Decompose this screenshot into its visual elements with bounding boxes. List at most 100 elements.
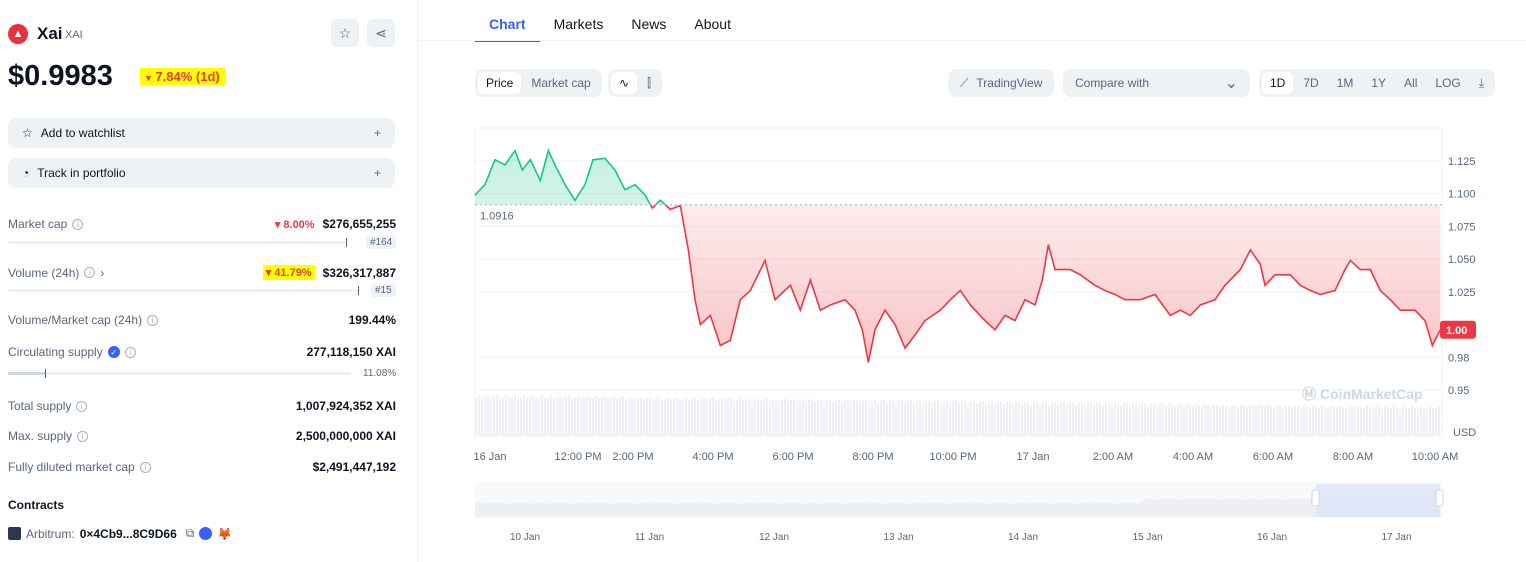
volume-bar: [1303, 405, 1305, 436]
tab-chart[interactable]: Chart: [475, 8, 540, 42]
volume-bar: [907, 400, 909, 436]
volume-bar: [499, 397, 501, 436]
volume-bar: [1231, 404, 1233, 436]
volume-bar: [580, 398, 582, 436]
volume-bar: [1192, 406, 1194, 436]
log-toggle[interactable]: LOG: [1435, 76, 1461, 90]
info-icon[interactable]: i: [84, 267, 96, 278]
volume-bar: [826, 400, 828, 436]
volume-bar: [1366, 405, 1368, 436]
volume-bar: [913, 402, 915, 436]
volume-bar: [1399, 408, 1401, 436]
volume-bar: [874, 399, 876, 436]
volume-bar: [952, 401, 954, 436]
volume-bar: [892, 400, 894, 436]
volume-bar: [520, 397, 522, 436]
volume-bar: [1396, 407, 1398, 436]
info-icon[interactable]: i: [124, 346, 136, 358]
contract-row: Arbitrum: 0×4Cb9...8C9D66 ⧉ 🦊: [8, 526, 232, 541]
volume-bar: [1288, 406, 1290, 436]
tab-about[interactable]: About: [694, 16, 731, 32]
info-icon[interactable]: i: [147, 314, 159, 326]
volume-bar: [1264, 407, 1266, 436]
volume-bar: [772, 399, 774, 436]
volume-bar: [712, 397, 714, 436]
price-toggle[interactable]: Price: [478, 72, 522, 94]
volume-bar: [1051, 402, 1053, 436]
share-button[interactable]: ⋖: [367, 19, 395, 47]
volume-bar: [1093, 405, 1095, 436]
volume-bar: [1177, 403, 1179, 436]
verified-icon: ✓: [107, 346, 120, 358]
line-chart-icon[interactable]: ∿: [611, 72, 638, 94]
volume-bar: [997, 401, 999, 436]
volume-bar: [1234, 405, 1236, 436]
volume-bar: [868, 402, 870, 436]
volume-bar: [1147, 405, 1149, 436]
range-1m[interactable]: 1M: [1336, 76, 1354, 90]
navigator-tick-label: 15 Jan: [1132, 532, 1162, 543]
volume-bar: [1102, 405, 1104, 436]
volume-bar: [1345, 408, 1347, 436]
volume-bar: [769, 400, 771, 436]
volume-bar: [1174, 406, 1176, 436]
range-1y[interactable]: 1Y: [1371, 76, 1387, 90]
volume-bar: [1219, 406, 1221, 436]
range-selector: 1D 7D 1M 1Y All LOG ⤓: [1259, 69, 1496, 97]
candlestick-icon[interactable]: ⫿: [647, 75, 651, 90]
volume-bar: [736, 399, 738, 436]
volume-bar: [679, 399, 681, 436]
volume-bar: [1267, 404, 1269, 436]
volume-bar: [1213, 404, 1215, 436]
volume-bar: [961, 401, 963, 436]
tab-news[interactable]: News: [631, 16, 667, 32]
chevron-right-icon[interactable]: ›: [100, 265, 105, 280]
volume-bar: [1360, 407, 1362, 436]
volume-bar: [895, 402, 897, 436]
add-to-watchlist-button[interactable]: ☆ Add to watchlist +: [8, 118, 395, 148]
info-icon[interactable]: i: [76, 400, 88, 412]
arbitrum-icon: [8, 527, 21, 540]
volume-bar: [1312, 405, 1314, 436]
navigator-tick-label: 14 Jan: [1008, 532, 1038, 543]
range-1d[interactable]: 1D: [1262, 72, 1294, 94]
volume-bar: [628, 398, 630, 436]
price-change: 7.84% (1d): [155, 69, 220, 84]
volume-bar: [1417, 408, 1419, 436]
volume-bar: [691, 398, 693, 436]
copy-icon[interactable]: ⧉: [185, 526, 195, 540]
info-icon[interactable]: i: [139, 461, 151, 473]
volume-bar: [751, 400, 753, 436]
x-tick-label: 17 Jan: [1016, 451, 1049, 463]
tradingview-button[interactable]: ⟋ TradingView: [948, 69, 1055, 97]
max-supply-row: Max. supply i 2,500,000,000 XAI: [8, 429, 396, 443]
track-portfolio-button[interactable]: ◔ Track in portfolio +: [8, 158, 395, 188]
volume-bar: [847, 399, 849, 436]
chart-line-icon: ⟋: [960, 75, 969, 90]
contract-address[interactable]: 0×4Cb9...8C9D66: [79, 526, 177, 541]
volume-bar: [655, 398, 657, 436]
volume-bar: [1432, 408, 1434, 436]
volume-bar: [676, 397, 678, 436]
info-icon[interactable]: i: [77, 430, 89, 442]
total-supply-label: Total supply: [8, 399, 72, 413]
metamask-icon[interactable]: 🦊: [217, 526, 233, 541]
market-cap-toggle[interactable]: Market cap: [531, 76, 591, 90]
star-button[interactable]: ☆: [331, 19, 359, 47]
info-icon[interactable]: i: [72, 218, 84, 230]
volume-bar: [1240, 404, 1242, 436]
tab-markets[interactable]: Markets: [553, 16, 604, 32]
volume-bar: [562, 398, 564, 436]
x-tick-label: 10:00 AM: [1412, 451, 1458, 463]
navigator-tick-label: 10 Jan: [510, 532, 540, 543]
volume-bar: [1063, 402, 1065, 436]
volume-bar: [721, 397, 723, 436]
download-icon[interactable]: ⤓: [1478, 75, 1485, 90]
range-7d[interactable]: 7D: [1303, 76, 1319, 90]
range-all[interactable]: All: [1404, 76, 1418, 90]
volume-bar: [919, 400, 921, 436]
navigator-handle-left: [1311, 489, 1320, 507]
shield-icon[interactable]: [199, 527, 213, 540]
compare-with-select[interactable]: Compare with ⌄: [1063, 69, 1250, 97]
